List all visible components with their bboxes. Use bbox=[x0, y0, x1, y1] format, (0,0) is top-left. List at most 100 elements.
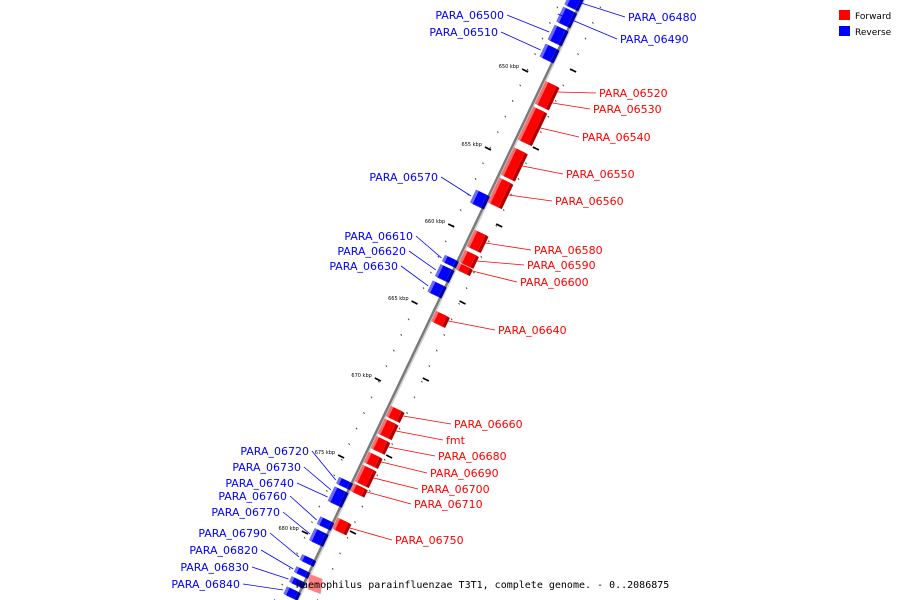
reverse-gene-feature[interactable] bbox=[299, 554, 317, 567]
forward-gene-label[interactable]: PARA_06540 bbox=[582, 131, 651, 144]
forward-gene-label[interactable]: fmt bbox=[446, 434, 466, 447]
forward-gene-feature[interactable] bbox=[354, 464, 377, 489]
reverse-gene-feature[interactable] bbox=[327, 493, 346, 508]
forward-gene-feature[interactable] bbox=[517, 106, 548, 147]
forward-gene-feature[interactable] bbox=[487, 177, 514, 210]
reverse-gene-feature[interactable] bbox=[435, 264, 455, 284]
reverse-gene-label[interactable]: PARA_06730 bbox=[232, 461, 301, 474]
minor-tick-mark bbox=[474, 177, 477, 180]
minor-tick-mark bbox=[368, 489, 371, 492]
minor-tick-mark bbox=[376, 474, 379, 477]
minor-tick-mark bbox=[377, 380, 380, 383]
leader-line bbox=[403, 415, 452, 425]
reverse-gene-label[interactable]: PARA_06480 bbox=[628, 11, 697, 24]
reverse-gene-feature[interactable] bbox=[336, 476, 354, 491]
forward-gene-feature[interactable] bbox=[377, 418, 399, 441]
minor-tick-mark bbox=[407, 318, 410, 321]
reverse-gene-feature[interactable] bbox=[289, 576, 306, 589]
reverse-gene-feature[interactable] bbox=[470, 189, 490, 210]
reverse-gene-label[interactable]: PARA_06630 bbox=[329, 260, 398, 273]
reverse-gene-label[interactable]: PARA_06830 bbox=[180, 561, 249, 574]
minor-tick-mark bbox=[385, 365, 388, 368]
reverse-gene-label[interactable]: PARA_06570 bbox=[369, 171, 438, 184]
forward-gene-label[interactable]: PARA_06660 bbox=[454, 418, 523, 431]
reverse-gene-feature[interactable] bbox=[293, 566, 311, 579]
minor-tick-mark bbox=[592, 21, 594, 24]
reverse-gene-label[interactable]: PARA_06620 bbox=[337, 245, 406, 258]
major-tick-mark bbox=[411, 300, 418, 305]
forward-gene-label[interactable]: PARA_06680 bbox=[438, 450, 507, 463]
forward-gene-feature[interactable] bbox=[370, 435, 391, 455]
reverse-gene-label[interactable]: PARA_06720 bbox=[240, 445, 309, 458]
reverse-gene-feature[interactable] bbox=[309, 528, 329, 548]
reverse-gene-label[interactable]: PARA_06740 bbox=[225, 477, 294, 490]
leader-line bbox=[522, 165, 564, 175]
reverse-gene-label[interactable]: PARA_06760 bbox=[218, 490, 287, 503]
minor-tick-mark bbox=[473, 271, 475, 274]
forward-gene-label[interactable]: PARA_06580 bbox=[534, 244, 603, 257]
leader-line bbox=[303, 466, 332, 491]
major-tick-mark bbox=[374, 377, 382, 382]
forward-gene-label[interactable]: PARA_06700 bbox=[421, 483, 490, 496]
forward-gene-label[interactable]: PARA_06590 bbox=[527, 259, 596, 272]
reverse-gene-feature[interactable] bbox=[442, 254, 459, 269]
minor-tick-mark bbox=[383, 458, 386, 461]
major-tick-mark bbox=[484, 146, 492, 151]
leader-line bbox=[366, 491, 412, 505]
major-tick-mark bbox=[521, 68, 529, 73]
reverse-gene-label[interactable]: PARA_06840 bbox=[171, 578, 240, 591]
minor-tick-mark bbox=[443, 333, 446, 336]
minor-tick-mark bbox=[392, 349, 395, 352]
forward-gene-label[interactable]: PARA_06520 bbox=[599, 87, 668, 100]
minor-tick-mark bbox=[526, 68, 529, 71]
forward-gene-label[interactable]: PARA_06550 bbox=[566, 168, 635, 181]
forward-gene-label[interactable]: PARA_06640 bbox=[498, 324, 567, 337]
forward-gene-feature[interactable] bbox=[350, 483, 368, 498]
leader-line bbox=[570, 0, 626, 18]
minor-tick-mark bbox=[584, 37, 587, 40]
minor-tick-mark bbox=[554, 99, 557, 102]
reverse-gene-feature[interactable] bbox=[427, 280, 447, 299]
reverse-gene-feature[interactable] bbox=[316, 516, 335, 531]
leader-line bbox=[485, 242, 532, 251]
reverse-gene-label[interactable]: PARA_06790 bbox=[198, 527, 267, 540]
minor-tick-mark bbox=[435, 349, 438, 352]
forward-gene-feature[interactable] bbox=[466, 229, 489, 254]
leader-line bbox=[540, 127, 580, 138]
reverse-gene-label[interactable]: PARA_06770 bbox=[211, 506, 280, 519]
forward-gene-label[interactable]: PARA_06750 bbox=[395, 534, 464, 547]
forward-gene-feature[interactable] bbox=[501, 147, 528, 182]
leader-line bbox=[440, 176, 472, 197]
minor-tick-mark bbox=[296, 552, 299, 555]
reverse-gene-feature[interactable] bbox=[547, 24, 569, 47]
forward-gene-feature[interactable] bbox=[431, 310, 450, 328]
forward-gene-label[interactable]: PARA_06690 bbox=[430, 467, 499, 480]
genome-backbone-shadow bbox=[297, 0, 585, 600]
forward-gene-label[interactable]: PARA_06560 bbox=[555, 195, 624, 208]
reverse-gene-feature[interactable] bbox=[539, 43, 560, 64]
reverse-gene-label[interactable]: PARA_06500 bbox=[435, 9, 504, 22]
forward-gene-feature[interactable] bbox=[455, 262, 473, 277]
reverse-gene-label[interactable]: PARA_06490 bbox=[620, 33, 689, 46]
forward-gene-label[interactable]: PARA_06600 bbox=[520, 276, 589, 289]
reverse-gene-label[interactable]: PARA_06820 bbox=[189, 544, 258, 557]
reverse-gene-feature[interactable] bbox=[283, 586, 301, 600]
forward-gene-feature[interactable] bbox=[386, 405, 405, 423]
highlighted-gene-feature[interactable] bbox=[307, 574, 323, 594]
forward-gene-feature[interactable] bbox=[332, 517, 352, 536]
tick-label: 680 kbp bbox=[278, 526, 298, 532]
reverse-gene-label[interactable]: PARA_06510 bbox=[429, 26, 498, 39]
forward-gene-feature[interactable] bbox=[534, 92, 554, 111]
minor-tick-mark bbox=[370, 396, 373, 399]
forward-gene-label[interactable]: PARA_06710 bbox=[414, 498, 483, 511]
forward-gene-feature[interactable] bbox=[459, 249, 479, 269]
forward-gene-label[interactable]: PARA_06530 bbox=[593, 103, 662, 116]
reverse-gene-label[interactable]: PARA_06610 bbox=[344, 230, 413, 243]
minor-tick-mark bbox=[400, 333, 403, 336]
forward-gene-feature[interactable] bbox=[364, 451, 383, 469]
leader-line bbox=[506, 14, 550, 33]
minor-tick-mark bbox=[355, 427, 358, 430]
leader-line bbox=[282, 511, 311, 535]
leader-line bbox=[557, 91, 597, 94]
